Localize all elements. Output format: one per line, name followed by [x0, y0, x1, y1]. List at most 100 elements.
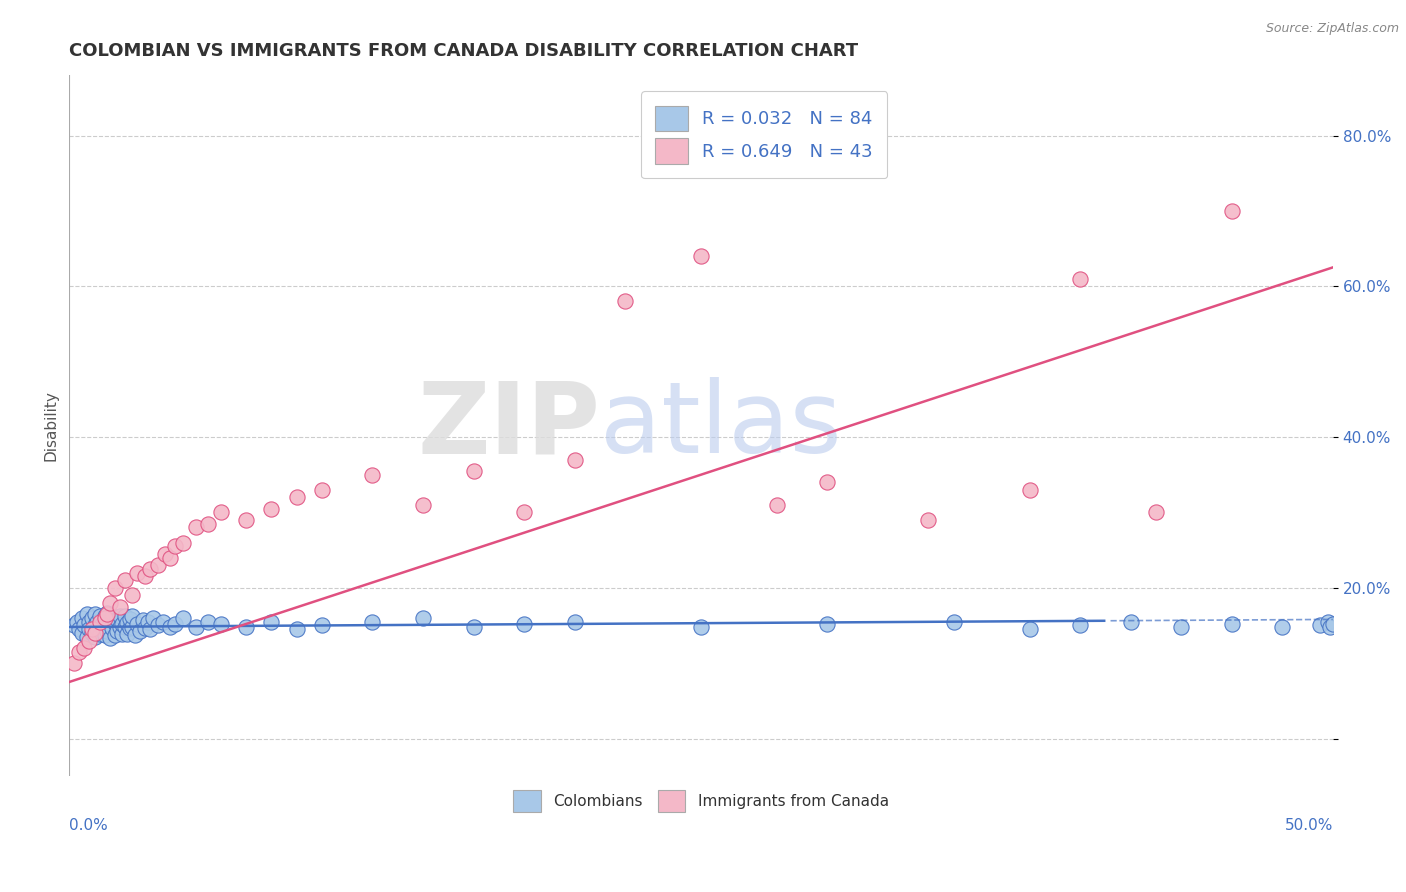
Point — [463, 620, 485, 634]
Point — [63, 618, 86, 632]
Point — [121, 588, 143, 602]
Point — [89, 615, 111, 629]
Point — [1316, 615, 1339, 629]
Point — [118, 621, 141, 635]
Point — [412, 498, 434, 512]
Point — [118, 612, 141, 626]
Point — [146, 558, 169, 573]
Point — [197, 516, 219, 531]
Text: 0.0%: 0.0% — [69, 818, 108, 833]
Point — [73, 641, 96, 656]
Point — [139, 622, 162, 636]
Point — [91, 620, 114, 634]
Point — [235, 513, 257, 527]
Point — [80, 622, 103, 636]
Y-axis label: Disability: Disability — [44, 391, 58, 461]
Point — [1018, 483, 1040, 497]
Point — [1069, 271, 1091, 285]
Point — [86, 622, 108, 636]
Point — [285, 622, 308, 636]
Text: atlas: atlas — [600, 377, 842, 475]
Point — [1220, 203, 1243, 218]
Point — [209, 505, 232, 519]
Text: Source: ZipAtlas.com: Source: ZipAtlas.com — [1265, 22, 1399, 36]
Point — [105, 624, 128, 638]
Point — [513, 505, 536, 519]
Point — [79, 622, 101, 636]
Point — [76, 630, 98, 644]
Point — [184, 520, 207, 534]
Text: ZIP: ZIP — [418, 377, 600, 475]
Point — [184, 620, 207, 634]
Point — [127, 616, 149, 631]
Point — [131, 613, 153, 627]
Point — [76, 607, 98, 621]
Point — [159, 550, 181, 565]
Point — [260, 615, 283, 629]
Point — [1220, 616, 1243, 631]
Point — [111, 616, 134, 631]
Point — [89, 627, 111, 641]
Point — [79, 633, 101, 648]
Point — [86, 615, 108, 629]
Point — [83, 626, 105, 640]
Point — [70, 626, 93, 640]
Point — [117, 627, 139, 641]
Point — [80, 626, 103, 640]
Point — [815, 616, 838, 631]
Point — [114, 573, 136, 587]
Point — [98, 632, 121, 646]
Point — [1309, 618, 1331, 632]
Text: COLOMBIAN VS IMMIGRANTS FROM CANADA DISABILITY CORRELATION CHART: COLOMBIAN VS IMMIGRANTS FROM CANADA DISA… — [69, 42, 858, 60]
Point — [285, 491, 308, 505]
Point — [235, 620, 257, 634]
Point — [80, 611, 103, 625]
Point — [121, 620, 143, 634]
Point — [98, 613, 121, 627]
Point — [83, 630, 105, 644]
Point — [104, 616, 127, 631]
Point — [67, 645, 90, 659]
Point — [67, 622, 90, 636]
Point — [134, 621, 156, 635]
Point — [917, 513, 939, 527]
Text: 50.0%: 50.0% — [1285, 818, 1333, 833]
Point — [136, 615, 159, 629]
Point — [79, 615, 101, 629]
Point — [1018, 622, 1040, 636]
Point — [93, 608, 115, 623]
Point — [1319, 620, 1341, 634]
Point — [108, 620, 131, 634]
Point — [361, 615, 384, 629]
Point — [690, 620, 713, 634]
Point — [89, 609, 111, 624]
Point — [159, 620, 181, 634]
Point — [105, 612, 128, 626]
Point — [96, 616, 118, 631]
Point — [124, 628, 146, 642]
Point — [311, 483, 333, 497]
Point — [139, 562, 162, 576]
Point — [197, 615, 219, 629]
Point — [96, 607, 118, 621]
Point — [165, 539, 187, 553]
Point — [564, 615, 586, 629]
Point — [942, 615, 965, 629]
Point — [127, 566, 149, 580]
Point — [108, 609, 131, 624]
Point — [73, 618, 96, 632]
Legend: Colombians, Immigrants from Canada: Colombians, Immigrants from Canada — [508, 784, 894, 818]
Point — [564, 452, 586, 467]
Point — [101, 621, 124, 635]
Point — [83, 618, 105, 632]
Point — [129, 624, 152, 638]
Point — [96, 624, 118, 638]
Point — [513, 616, 536, 631]
Point — [152, 615, 174, 629]
Point — [96, 606, 118, 620]
Point — [172, 611, 194, 625]
Point — [260, 501, 283, 516]
Point — [209, 616, 232, 631]
Point — [104, 581, 127, 595]
Point — [361, 467, 384, 482]
